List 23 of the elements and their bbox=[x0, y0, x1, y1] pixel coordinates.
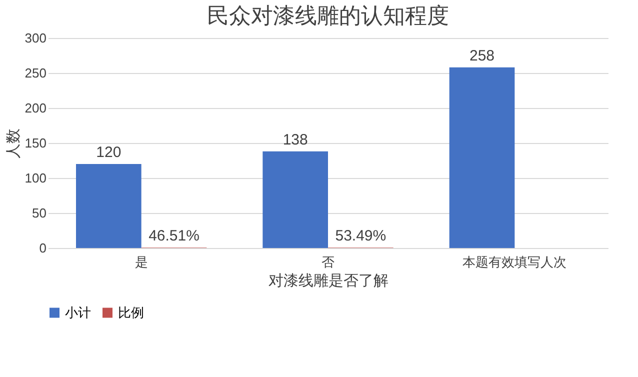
x-axis-title: 对漆线雕是否了解 bbox=[268, 272, 388, 290]
data-label: 53.49% bbox=[335, 228, 386, 245]
data-label: 46.51% bbox=[148, 228, 200, 245]
bar bbox=[449, 67, 515, 248]
data-label: 258 bbox=[469, 47, 495, 64]
bar bbox=[262, 151, 328, 248]
y-tick-label: 250 bbox=[24, 66, 46, 80]
y-tick-label: 0 bbox=[39, 240, 46, 256]
x-tick-label: 本题有效填写人次 bbox=[462, 254, 567, 270]
x-tick-label: 否 bbox=[322, 254, 334, 270]
y-tick-label: 300 bbox=[24, 30, 46, 46]
chart-title: 民众对漆线雕的认知程度 bbox=[207, 3, 449, 28]
legend-label: 比例 bbox=[118, 304, 144, 320]
y-axis-title: 人数 bbox=[4, 128, 22, 158]
y-tick-label: 50 bbox=[32, 206, 46, 220]
data-label: 138 bbox=[282, 131, 308, 148]
y-tick-label: 200 bbox=[24, 100, 46, 116]
x-tick-label: 是 bbox=[134, 254, 148, 270]
y-tick-label: 100 bbox=[24, 170, 46, 186]
y-tick-label: 150 bbox=[24, 136, 46, 150]
data-label: 120 bbox=[96, 144, 122, 161]
bar bbox=[76, 164, 142, 248]
legend-label: 小计 bbox=[65, 304, 91, 320]
